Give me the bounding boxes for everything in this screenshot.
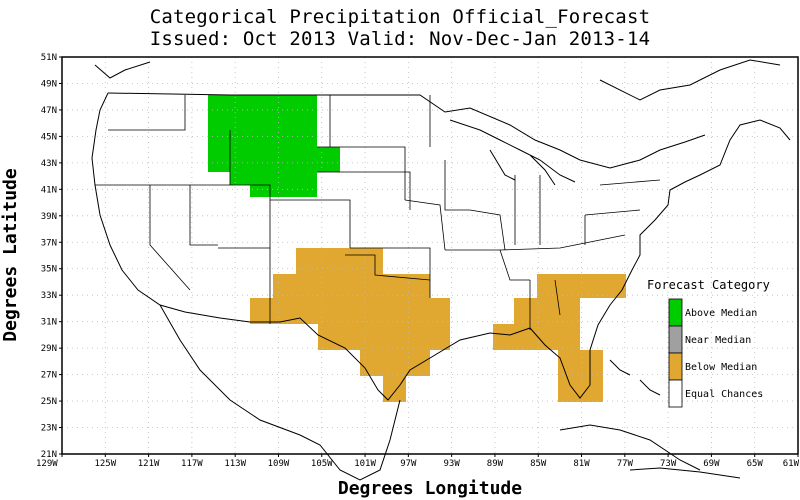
lat-tick-label: 37N [41,238,57,248]
state-borders [95,95,661,330]
lon-tick-label: 97W [400,459,417,469]
lon-tick-label: 77W [617,459,634,469]
lat-tick-label: 43N [41,159,57,169]
lon-tick-label: 65W [747,459,764,469]
lon-tick-label: 129W [36,459,58,469]
map-title-line2: Issued: Oct 2013 Valid: Nov-Dec-Jan 2013… [149,28,651,50]
lat-tick-label: 41N [41,185,57,195]
plot-frame [61,56,799,455]
lat-tick-label: 31N [41,318,57,328]
lon-tick-label: 81W [573,459,590,469]
lat-tick-label: 23N [41,424,57,434]
legend-swatch-equal [668,379,683,408]
y-axis-label: Degrees Latitude [0,168,21,342]
caribbean-islands [629,467,741,479]
below-median-region [250,248,626,402]
legend-label-above: Above Median [685,308,757,319]
us-outline [91,92,791,401]
lon-tick-label: 61W [783,459,800,469]
mexico-coast [159,304,401,481]
bahamas [609,359,661,396]
lon-tick-label: 117W [181,459,203,469]
lon-tick-label: 85W [530,459,547,469]
latitude-tick-labels: 51N 49N 47N 45N 43N 41N 39N 37N 35N 33N 31N 29N 27N 2… [41,53,62,460]
lon-tick-label: 93W [444,459,461,469]
legend-swatch-below [668,352,683,381]
legend: Forecast Category Above Median Near Medi… [647,278,770,408]
lon-tick-label: 89W [487,459,504,469]
lat-tick-label: 45N [41,132,57,142]
lat-tick-label: 33N [41,291,57,301]
canada-coast [94,59,781,101]
above-median-region [208,95,340,197]
longitude-tick-labels: 129W 125W 121W 117W 113W 109W 105W 101W 97W 93W 89… [36,454,800,469]
lat-tick-label: 35N [41,265,57,275]
lon-tick-label: 113W [224,459,246,469]
lat-tick-label: 27N [41,371,57,381]
lat-tick-label: 49N [41,79,57,89]
florida-keys [559,424,701,471]
map-title-line1: Categorical Precipitation Official_Forec… [149,6,651,28]
canada-border [107,92,706,169]
lat-tick-label: 29N [41,344,57,354]
lon-tick-label: 109W [268,459,290,469]
graticule [62,57,798,454]
lon-tick-label: 121W [138,459,160,469]
legend-swatch-near [668,325,683,354]
lat-tick-label: 21N [41,450,57,460]
coastline-and-borders [91,59,791,481]
legend-label-equal: Equal Chances [685,389,763,400]
lon-tick-label: 101W [354,459,376,469]
lon-tick-label: 69W [703,459,720,469]
lat-tick-label: 51N [41,53,57,63]
x-axis-label: Degrees Longitude [338,478,522,499]
lat-tick-label: 39N [41,212,57,222]
lon-tick-label: 125W [94,459,116,469]
lon-tick-label: 105W [311,459,333,469]
legend-label-near: Near Median [685,335,751,346]
lat-tick-label: 47N [41,106,57,116]
lon-tick-label: 73W [660,459,677,469]
lat-tick-label: 25N [41,397,57,407]
legend-title: Forecast Category [647,278,770,292]
great-lakes [449,119,576,186]
legend-label-below: Below Median [685,362,757,373]
legend-swatch-above [668,298,683,327]
